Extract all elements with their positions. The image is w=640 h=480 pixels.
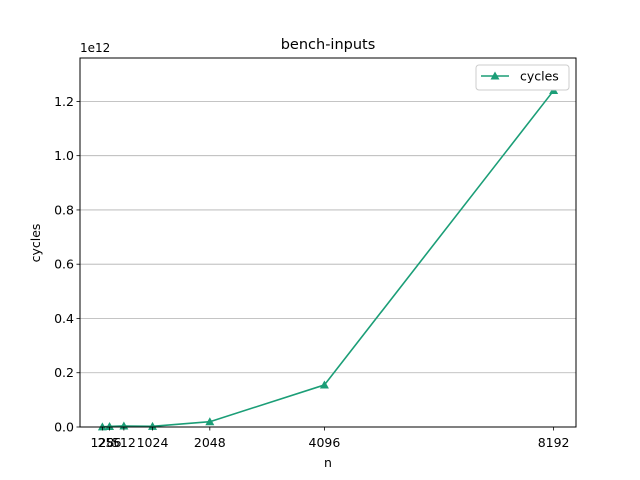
x-tick-label: 256	[98, 435, 122, 450]
y-tick-label: 0.8	[54, 202, 74, 217]
x-tick-label: 128	[90, 435, 114, 450]
data-point-marker	[319, 380, 329, 389]
x-tick-label: 4096	[309, 435, 341, 450]
y-offset-label: 1e12	[80, 41, 110, 55]
y-axis-ticks: 0.0 0.2 0.4 0.6 0.8 1.0 1.2	[54, 94, 80, 435]
x-tick-label: 1024	[137, 435, 169, 450]
y-tick-label: 1.0	[54, 148, 74, 163]
chart-title: bench-inputs	[281, 37, 376, 53]
legend: cycles	[475, 64, 570, 91]
y-tick-label: 0.0	[54, 420, 74, 435]
x-axis-label: n	[324, 455, 332, 470]
data-point-marker	[205, 417, 215, 426]
y-axis-label: cycles	[28, 224, 43, 263]
legend-label: cycles	[520, 69, 559, 84]
y-tick-label: 0.2	[54, 365, 74, 380]
x-tick-label: 2048	[194, 435, 226, 450]
legend-triangle-marker	[490, 71, 500, 80]
y-tick-label: 1.2	[54, 94, 74, 109]
legend-box	[475, 64, 570, 91]
y-tick-label: 0.4	[54, 311, 74, 326]
data-point-marker	[97, 422, 107, 431]
y-tick-label: 0.6	[54, 257, 74, 272]
data-point-marker	[148, 421, 158, 430]
data-point-marker	[105, 421, 115, 430]
x-tick-label: 512	[112, 435, 136, 450]
plot-frame	[79, 57, 577, 428]
x-tick-label: 8192	[538, 435, 570, 450]
